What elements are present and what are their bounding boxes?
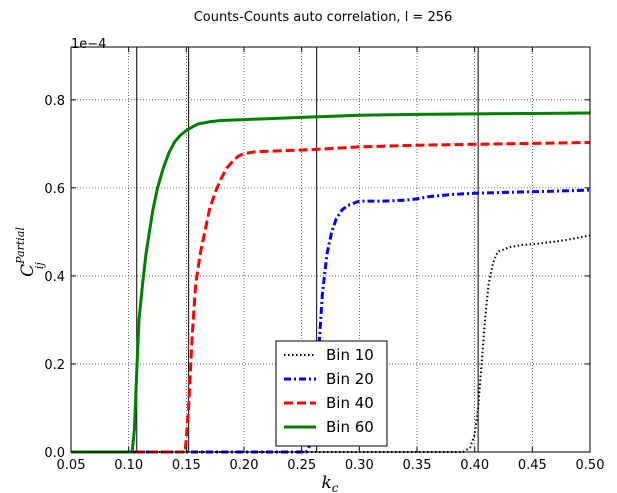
svg-text:CPartialij: CPartial ij xyxy=(14,227,46,277)
legend-label: Bin 20 xyxy=(326,370,374,388)
legend-label: Bin 60 xyxy=(326,418,374,436)
x-axis-label-main: k xyxy=(321,473,331,493)
x-tick-label: 0.20 xyxy=(230,458,259,473)
x-axis-label: kc xyxy=(321,473,338,493)
x-tick-label: 0.25 xyxy=(287,458,316,473)
y-tick-label: 0.0 xyxy=(44,446,65,461)
x-tick-label: 0.45 xyxy=(518,458,547,473)
x-tick-label: 0.40 xyxy=(460,458,489,473)
legend-label: Bin 40 xyxy=(326,394,374,412)
x-axis-label-sub: c xyxy=(332,481,339,493)
x-tick-label: 0.05 xyxy=(57,458,86,473)
grid xyxy=(71,47,590,452)
y-tick-label: 0.8 xyxy=(44,94,65,109)
plot-frame xyxy=(70,46,591,453)
chart-title: Counts-Counts auto correlation, l = 256 xyxy=(194,10,453,25)
y-axis-label-sup: Partial xyxy=(14,227,27,265)
series-line-bin-10 xyxy=(71,234,591,453)
tick-labels: 0.05 0.10 0.15 0.20 0.25 0.30 0.35 0.40 0.45 0.50… xyxy=(44,94,604,473)
axis-ticks xyxy=(70,47,591,453)
y-axis-label-main: C xyxy=(18,264,38,277)
legend-label: Bin 10 xyxy=(326,346,374,364)
series-line-bin-40 xyxy=(71,141,591,454)
y-tick-label: 0.4 xyxy=(44,270,65,285)
y-offset-label: 1e−4 xyxy=(71,37,106,52)
x-tick-label: 0.50 xyxy=(576,458,605,473)
legend: Bin 10 Bin 20 Bin 40 Bin 60 xyxy=(275,340,388,447)
x-tick-label: 0.10 xyxy=(114,458,143,473)
y-tick-label: 0.2 xyxy=(44,358,65,373)
x-tick-label: 0.15 xyxy=(172,458,201,473)
y-tick-label: 0.6 xyxy=(44,182,65,197)
y-axis-label: CPartial ij xyxy=(14,227,46,277)
x-tick-label: 0.35 xyxy=(403,458,432,473)
series-line-bin-60 xyxy=(71,111,591,454)
x-tick-label: 0.30 xyxy=(345,458,374,473)
y-axis-label-sub: ij xyxy=(33,262,46,270)
